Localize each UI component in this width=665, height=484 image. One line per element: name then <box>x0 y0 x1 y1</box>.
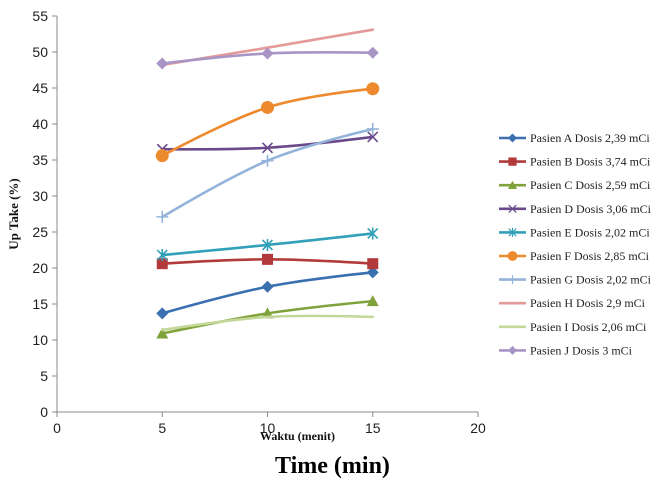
data-point <box>261 238 274 251</box>
legend-marker <box>508 157 517 166</box>
data-point <box>366 295 379 307</box>
x-tick-label: 5 <box>158 420 166 436</box>
y-tick-label: 10 <box>32 332 48 348</box>
legend-item: Pasien D Dosis 3,06 mCi <box>499 202 652 216</box>
legend-label: Pasien G Dosis 2,02 mCi <box>530 273 652 287</box>
legend-label: Pasien B Dosis 3,74 mCi <box>530 155 651 169</box>
data-point <box>366 82 380 96</box>
y-tick-label: 20 <box>32 260 48 276</box>
legend-marker <box>508 345 517 355</box>
y-tick-label: 40 <box>32 116 48 132</box>
legend-item: Pasien I Dosis 2,06 mCi <box>499 320 647 334</box>
y-tick-label: 5 <box>40 368 48 384</box>
legend-marker <box>508 133 517 143</box>
legend-label: Pasien H Dosis 2,9 mCi <box>530 296 646 310</box>
data-point <box>366 46 379 59</box>
data-point <box>155 149 169 163</box>
legend-item: Pasien H Dosis 2,9 mCi <box>499 296 646 310</box>
legend-item: Pasien A Dosis 2,39 mCi <box>499 131 650 145</box>
series-e <box>156 227 379 262</box>
data-point <box>156 327 169 339</box>
y-tick-labels: 0 5 10 15 20 25 30 35 40 45 50 55 <box>32 8 48 420</box>
series-line <box>160 271 375 315</box>
legend-item: Pasien F Dosis 2,85 mCi <box>499 249 650 263</box>
series-line <box>160 314 375 332</box>
legend-item: Pasien B Dosis 3,74 mCi <box>499 155 651 169</box>
data-point <box>262 253 273 265</box>
data-point <box>367 131 379 143</box>
data-point <box>156 307 169 320</box>
legend-marker <box>508 180 517 189</box>
y-tick-label: 35 <box>32 152 48 168</box>
figure-caption: Time (min) <box>275 453 390 479</box>
x-tick-label: 15 <box>365 420 381 436</box>
chart-axes <box>52 15 479 417</box>
x-tick-label: 20 <box>470 420 486 436</box>
y-tick-label: 25 <box>32 224 48 240</box>
legend-marker <box>508 275 517 285</box>
legend-item: Pasien G Dosis 2,02 mCi <box>499 273 652 287</box>
y-tick-label: 30 <box>32 188 48 204</box>
x-tick-labels: 0 5 10 15 20 <box>53 420 486 436</box>
legend-item: Pasien J Dosis 3 mCi <box>499 343 633 357</box>
y-tick-label: 50 <box>32 44 48 60</box>
y-tick-label: 55 <box>32 8 48 24</box>
chart-legend: Pasien A Dosis 2,39 mCi Pasien B Dosis 3,… <box>499 131 652 357</box>
y-axis-label: Up Take (%) <box>6 178 21 250</box>
series-f <box>155 82 380 163</box>
data-point <box>156 249 168 262</box>
y-tick-label: 0 <box>40 404 48 420</box>
series-j <box>156 46 379 70</box>
legend-marker <box>508 204 517 213</box>
legend-marker <box>507 251 518 261</box>
series-g <box>156 123 379 223</box>
x-axis-label: Waktu (menit) <box>260 429 335 443</box>
data-point <box>366 266 379 279</box>
legend-label: Pasien A Dosis 2,39 mCi <box>530 131 650 145</box>
legend-marker <box>508 227 517 237</box>
data-point <box>261 154 274 167</box>
series-b <box>156 253 379 270</box>
data-point <box>367 258 379 270</box>
series-line <box>160 87 375 157</box>
series-a <box>156 266 379 320</box>
legend-label: Pasien C Dosis 2,59 mCi <box>530 178 651 192</box>
data-point <box>367 227 379 240</box>
data-point <box>156 57 169 70</box>
x-tick-label: 10 <box>260 420 276 436</box>
y-tick-label: 45 <box>32 80 48 96</box>
legend-item: Pasien E Dosis 2,02 mCi <box>499 225 650 239</box>
legend-label: Pasien I Dosis 2,06 mCi <box>530 320 647 334</box>
data-point <box>261 100 274 114</box>
y-tick-label: 15 <box>32 296 48 312</box>
x-tick-label: 0 <box>53 420 61 436</box>
legend-item: Pasien C Dosis 2,59 mCi <box>499 178 651 192</box>
data-point <box>261 47 274 60</box>
data-point <box>366 123 379 136</box>
data-point <box>261 280 274 293</box>
series-i <box>160 314 375 332</box>
legend-label: Pasien J Dosis 3 mCi <box>530 343 633 357</box>
data-point <box>156 210 169 223</box>
legend-label: Pasien F Dosis 2,85 mCi <box>530 249 650 263</box>
legend-label: Pasien E Dosis 2,02 mCi <box>530 225 650 239</box>
legend-label: Pasien D Dosis 3,06 mCi <box>530 202 652 216</box>
series-line <box>160 127 375 219</box>
data-point <box>156 258 168 270</box>
chart-series <box>155 28 380 339</box>
data-point <box>261 142 274 154</box>
